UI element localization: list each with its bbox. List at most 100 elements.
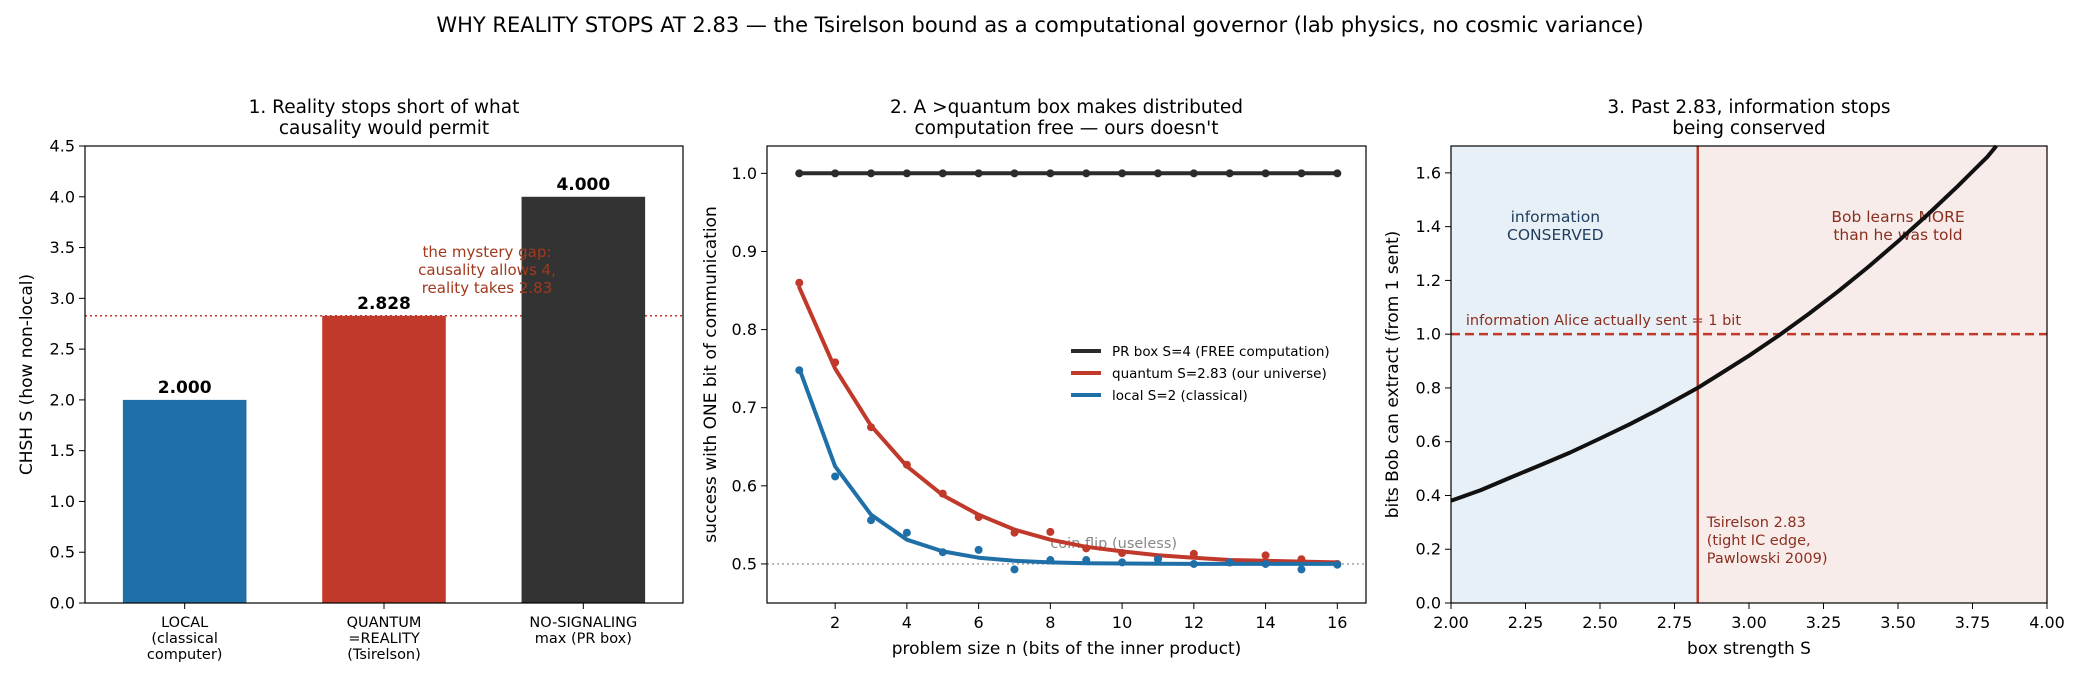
tsirelson-annotation-line: Pawlowski 2009) (1707, 551, 1828, 567)
y-tick-label: 0.0 (50, 594, 75, 613)
panel-3-title: 3. Past 2.83, information stops being con… (1607, 97, 1890, 139)
series-1-point (902, 460, 911, 469)
y-tick-label: 2.5 (50, 340, 75, 359)
y-tick-label: 0.5 (50, 543, 75, 562)
x-tick-label: 3.75 (1955, 613, 1991, 632)
series-2-point (1297, 565, 1306, 574)
x-tick-label: 3.25 (1806, 613, 1842, 632)
mystery-gap-annotation: the mystery gap: causality allows 4, reali… (418, 243, 556, 297)
x-tick-label-0-line: LOCAL (161, 615, 208, 631)
x-tick-label-0-line: (classical (151, 631, 218, 647)
x-tick-label: 2.75 (1657, 613, 1693, 632)
y-axis-label: success with ONE bit of communication (701, 206, 721, 542)
figure-title: WHY REALITY STOPS AT 2.83 — the Tsirelso… (436, 13, 1643, 37)
y-tick-label: 0.7 (732, 398, 757, 417)
panel-2-title-line: computation free — ours doesn't (915, 118, 1219, 139)
series-1-point (795, 278, 804, 287)
series-0-point (974, 169, 983, 178)
y-tick-label: 0.9 (732, 242, 757, 261)
series-2-point (1082, 556, 1091, 565)
series-0-point (1189, 169, 1198, 178)
x-tick-label-2-line: max (PR box) (535, 631, 632, 647)
tsirelson-annotation: Tsirelson 2.83 (tight IC edge, Pawlowski 2… (1706, 515, 1828, 567)
y-tick-label: 0.2 (1416, 540, 1441, 559)
panel-3-line-chart: 3. Past 2.83, information stops being con… (1383, 97, 2065, 659)
series-1-point (867, 423, 876, 432)
x-tick-label-2-line: NO-SIGNALING (529, 615, 637, 631)
series-0-point (1082, 169, 1091, 178)
region-exceeded-label: Bob learns MORE than he was told (1831, 208, 1964, 244)
panel-1-bar-chart: 1. Reality stops short of what causality … (17, 97, 684, 663)
series-1-point (1010, 528, 1019, 537)
panel-3-title-line: 3. Past 2.83, information stops (1607, 97, 1890, 118)
x-tick-label: 16 (1327, 613, 1347, 632)
x-tick-label: 14 (1255, 613, 1275, 632)
region-exceeded (1697, 146, 2047, 603)
series-0-point (902, 169, 911, 178)
legend: PR box S=4 (FREE computation) quantum S=2… (1071, 344, 1330, 404)
extractable-bits-curve (1450, 144, 1998, 503)
y-tick-label: 0.4 (1416, 486, 1441, 505)
series-2-point (1153, 555, 1162, 564)
series-2-point (1333, 560, 1342, 569)
y-tick-label: 4.0 (50, 187, 75, 206)
panel-3-title-line: being conserved (1672, 118, 1826, 139)
panel-1-title-line: causality would permit (279, 118, 489, 139)
y-tick-label: 4.5 (50, 137, 75, 156)
y-tick-label: 2.0 (50, 390, 75, 409)
x-tick-label: 4.00 (2029, 613, 2065, 632)
series-0-point (1261, 169, 1270, 178)
bar-1 (322, 315, 446, 603)
plot-frame (1450, 145, 2048, 604)
x-tick-label: 2.25 (1508, 613, 1544, 632)
legend-label-0: PR box S=4 (FREE computation) (1112, 344, 1330, 360)
x-tick-label: 4 (902, 613, 912, 632)
series-2-point (938, 548, 947, 557)
series-0-point (1118, 169, 1127, 178)
series-1-point (1082, 544, 1091, 553)
x-axis-label: box strength S (1687, 639, 1811, 659)
x-tick-label: 10 (1112, 613, 1132, 632)
x-tick-label: 12 (1184, 613, 1204, 632)
bar-value-label-0: 2.000 (158, 378, 212, 398)
legend-label-1: quantum S=2.83 (our universe) (1112, 366, 1327, 382)
series-0-point (1297, 169, 1306, 178)
series-0-point (831, 169, 840, 178)
x-tick-label: 8 (1045, 613, 1055, 632)
mystery-gap-annotation-line: the mystery gap: (423, 243, 552, 261)
series-0-point (1046, 169, 1055, 178)
series-2-point (831, 472, 840, 481)
y-tick-label: 1.2 (1416, 271, 1441, 290)
series-1-point (1297, 555, 1306, 564)
x-tick-label-1-line: =REALITY (348, 631, 420, 647)
panel-1-title: 1. Reality stops short of what causality … (249, 97, 520, 139)
x-tick-label: 2 (830, 613, 840, 632)
series-1-point (1118, 549, 1127, 558)
y-axis-label: CHSH S (how non-local) (17, 274, 37, 475)
y-tick-label: 0.8 (732, 320, 757, 339)
series-1-point (1046, 527, 1055, 536)
y-tick-label: 1.5 (50, 441, 75, 460)
series-0-point (1010, 169, 1019, 178)
series-2-point (1225, 558, 1234, 567)
region-conserved-label-line: CONSERVED (1507, 226, 1604, 244)
region-exceeded-label-line: than he was told (1833, 226, 1962, 244)
panel-2-line-chart: 2. A >quantum box makes distributed compu… (701, 97, 1367, 659)
series-0-point (938, 169, 947, 178)
series-1-point (938, 489, 947, 498)
x-tick-label: 3.00 (1731, 613, 1767, 632)
y-tick-label: 0.5 (732, 554, 757, 573)
series-2-point (1189, 559, 1198, 568)
y-tick-label: 3.0 (50, 289, 75, 308)
series-1-point (1261, 551, 1270, 560)
x-tick-label-2: NO-SIGNALING max (PR box) (529, 615, 637, 647)
x-tick-label-1-line: (Tsirelson) (347, 647, 421, 663)
y-tick-label: 1.6 (1416, 163, 1441, 182)
series-2-point (867, 516, 876, 525)
series-2-point (1261, 559, 1270, 568)
series-0-point (795, 169, 804, 178)
bar-value-label-1: 2.828 (357, 294, 411, 314)
x-tick-label: 2.50 (1582, 613, 1618, 632)
plot-frame (84, 145, 684, 604)
